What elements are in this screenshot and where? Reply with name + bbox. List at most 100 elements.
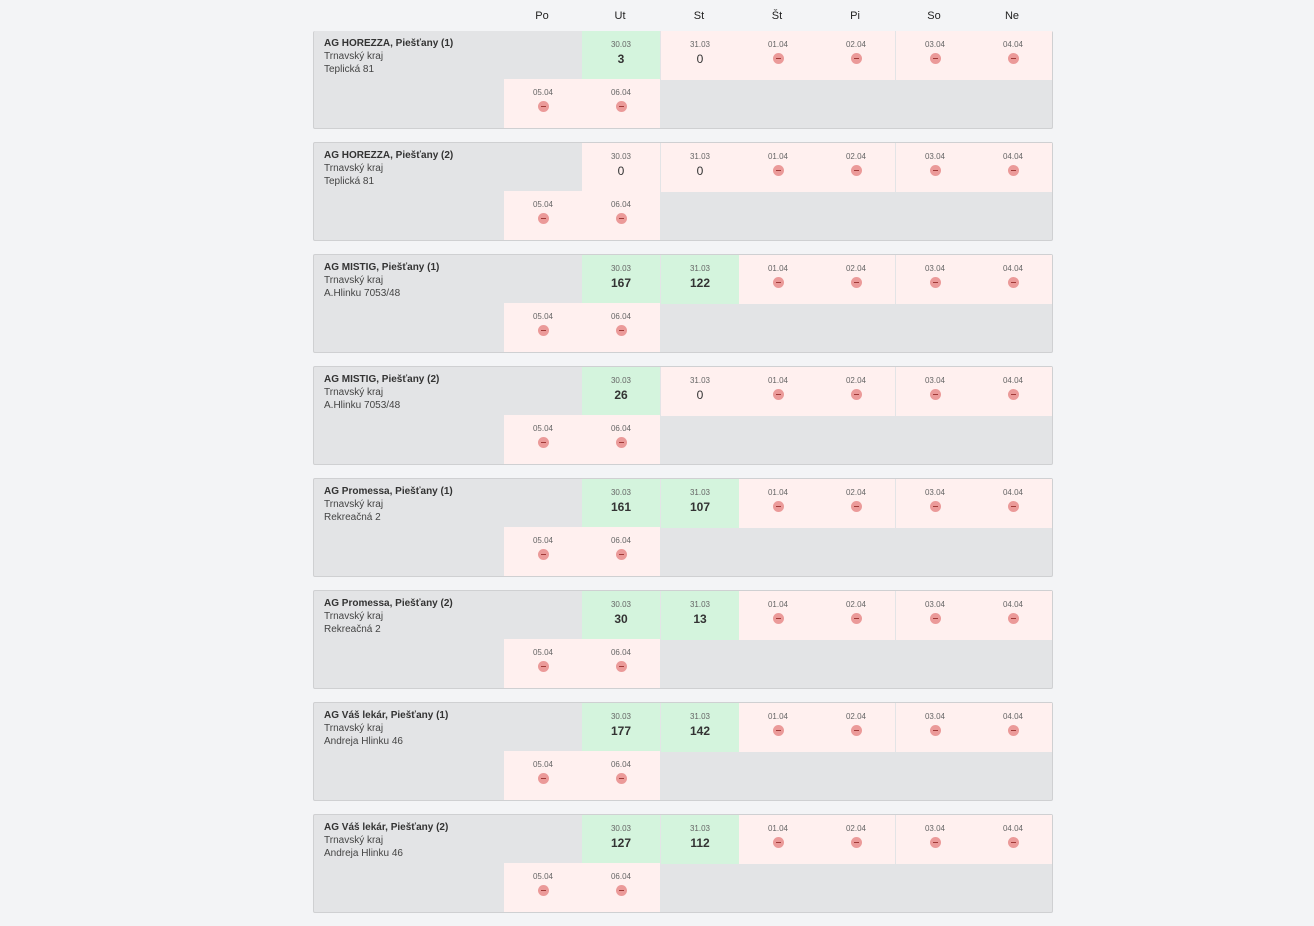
day-slot[interactable]: 05.04 <box>504 303 582 352</box>
location-card: AG Promessa, Piešťany (2) Trnavský kraj Re… <box>313 590 1053 689</box>
day-slot[interactable]: 03.04 <box>896 255 974 304</box>
location-card: AG HOREZZA, Piešťany (1) Trnavský kraj Tep… <box>313 31 1053 129</box>
day-slot[interactable]: 02.04 <box>817 479 895 528</box>
slot-date: 06.04 <box>610 760 632 769</box>
day-slot[interactable]: 31.03 142 <box>661 703 739 752</box>
day-slot[interactable]: 06.04 <box>582 415 660 464</box>
day-slot[interactable]: 06.04 <box>582 751 660 800</box>
slot-date: 05.04 <box>532 872 554 881</box>
day-slot[interactable]: 30.03 3 <box>582 31 660 80</box>
no-entry-icon <box>772 501 784 512</box>
day-slot[interactable]: 06.04 <box>582 527 660 576</box>
day-slot[interactable]: 01.04 <box>739 31 817 80</box>
day-slot[interactable]: 04.04 <box>974 479 1052 528</box>
no-entry-icon <box>772 53 784 64</box>
no-entry-icon <box>537 325 549 336</box>
no-entry-icon <box>537 885 549 896</box>
day-slot[interactable]: 05.04 <box>504 191 582 240</box>
day-slot[interactable]: 04.04 <box>974 815 1052 864</box>
location-region: Trnavský kraj <box>324 387 384 398</box>
day-slot[interactable]: 02.04 <box>817 31 895 80</box>
day-slot[interactable]: 05.04 <box>504 751 582 800</box>
day-slot[interactable]: 31.03 0 <box>661 31 739 80</box>
location-name: AG MISTIG, Piešťany (1) <box>324 262 440 273</box>
day-slot[interactable]: 30.03 127 <box>582 815 660 864</box>
day-slot[interactable]: 05.04 <box>504 863 582 912</box>
no-entry-icon <box>929 501 941 512</box>
day-slot[interactable]: 01.04 <box>739 255 817 304</box>
day-slot[interactable]: 01.04 <box>739 591 817 640</box>
no-entry-icon <box>929 277 941 288</box>
day-slot[interactable]: 05.04 <box>504 527 582 576</box>
day-slot[interactable]: 03.04 <box>896 591 974 640</box>
day-header: Po Ut St Št Pi So Ne <box>313 0 1053 31</box>
day-slot[interactable]: 01.04 <box>739 367 817 416</box>
day-slot[interactable]: 30.03 167 <box>582 255 660 304</box>
day-slot[interactable]: 30.03 26 <box>582 367 660 416</box>
day-slot[interactable]: 01.04 <box>739 143 817 192</box>
no-entry-icon <box>1007 725 1019 736</box>
day-slot[interactable]: 03.04 <box>896 815 974 864</box>
day-slot[interactable]: 31.03 122 <box>661 255 739 304</box>
location-card: AG Váš lekár, Piešťany (2) Trnavský kraj A… <box>313 814 1053 913</box>
day-slot[interactable]: 01.04 <box>739 703 817 752</box>
day-slot[interactable]: 02.04 <box>817 143 895 192</box>
day-slot[interactable]: 31.03 107 <box>661 479 739 528</box>
no-entry-icon <box>772 277 784 288</box>
slot-date: 03.04 <box>924 40 946 49</box>
location-region: Trnavský kraj <box>324 499 384 510</box>
day-slot[interactable]: 02.04 <box>817 815 895 864</box>
location-info: AG MISTIG, Piešťany (2) Trnavský kraj A.Hl… <box>324 373 439 412</box>
day-slot[interactable]: 31.03 0 <box>661 143 739 192</box>
day-slot[interactable]: 31.03 0 <box>661 367 739 416</box>
day-slot[interactable]: 30.03 161 <box>582 479 660 528</box>
day-slot[interactable]: 04.04 <box>974 255 1052 304</box>
slot-date: 31.03 <box>689 824 711 833</box>
no-entry-icon <box>615 101 627 112</box>
day-slot[interactable]: 31.03 13 <box>661 591 739 640</box>
location-card: AG HOREZZA, Piešťany (2) Trnavský kraj Tep… <box>313 142 1053 241</box>
day-slot[interactable]: 04.04 <box>974 367 1052 416</box>
no-entry-icon <box>929 613 941 624</box>
day-slot[interactable]: 02.04 <box>817 367 895 416</box>
day-slot[interactable]: 05.04 <box>504 639 582 688</box>
day-slot[interactable]: 31.03 112 <box>661 815 739 864</box>
day-slot[interactable]: 02.04 <box>817 591 895 640</box>
day-slot[interactable]: 04.04 <box>974 143 1052 192</box>
day-slot[interactable]: 04.04 <box>974 31 1052 80</box>
day-slot[interactable]: 06.04 <box>582 639 660 688</box>
slot-date: 06.04 <box>610 200 632 209</box>
day-slot[interactable]: 30.03 30 <box>582 591 660 640</box>
day-slot[interactable]: 02.04 <box>817 255 895 304</box>
no-entry-icon <box>537 213 549 224</box>
slot-date: 31.03 <box>689 376 711 385</box>
day-slot[interactable]: 30.03 177 <box>582 703 660 752</box>
no-entry-icon <box>615 213 627 224</box>
day-slot[interactable]: 03.04 <box>896 31 974 80</box>
day-slot[interactable]: 30.03 0 <box>582 143 660 192</box>
day-slot[interactable]: 03.04 <box>896 479 974 528</box>
day-slot[interactable]: 05.04 <box>504 79 582 128</box>
slot-date: 02.04 <box>845 712 867 721</box>
day-slot[interactable]: 02.04 <box>817 703 895 752</box>
day-slot[interactable]: 03.04 <box>896 143 974 192</box>
day-label: Ut <box>614 10 626 22</box>
slot-date: 01.04 <box>767 488 789 497</box>
day-slot[interactable]: 03.04 <box>896 703 974 752</box>
slot-count: 0 <box>696 388 704 402</box>
slot-count: 161 <box>610 500 632 514</box>
day-slot[interactable]: 04.04 <box>974 703 1052 752</box>
slot-date: 04.04 <box>1002 600 1024 609</box>
day-slot[interactable]: 01.04 <box>739 815 817 864</box>
day-slot[interactable]: 06.04 <box>582 303 660 352</box>
day-slot[interactable]: 06.04 <box>582 863 660 912</box>
day-slot[interactable]: 03.04 <box>896 367 974 416</box>
slot-count: 30 <box>614 612 628 626</box>
location-name: AG Váš lekár, Piešťany (1) <box>324 710 449 721</box>
day-slot[interactable]: 05.04 <box>504 415 582 464</box>
day-slot[interactable]: 06.04 <box>582 191 660 240</box>
day-slot[interactable]: 06.04 <box>582 79 660 128</box>
location-address: Andreja Hlinku 46 <box>324 736 403 747</box>
day-slot[interactable]: 01.04 <box>739 479 817 528</box>
day-slot[interactable]: 04.04 <box>974 591 1052 640</box>
